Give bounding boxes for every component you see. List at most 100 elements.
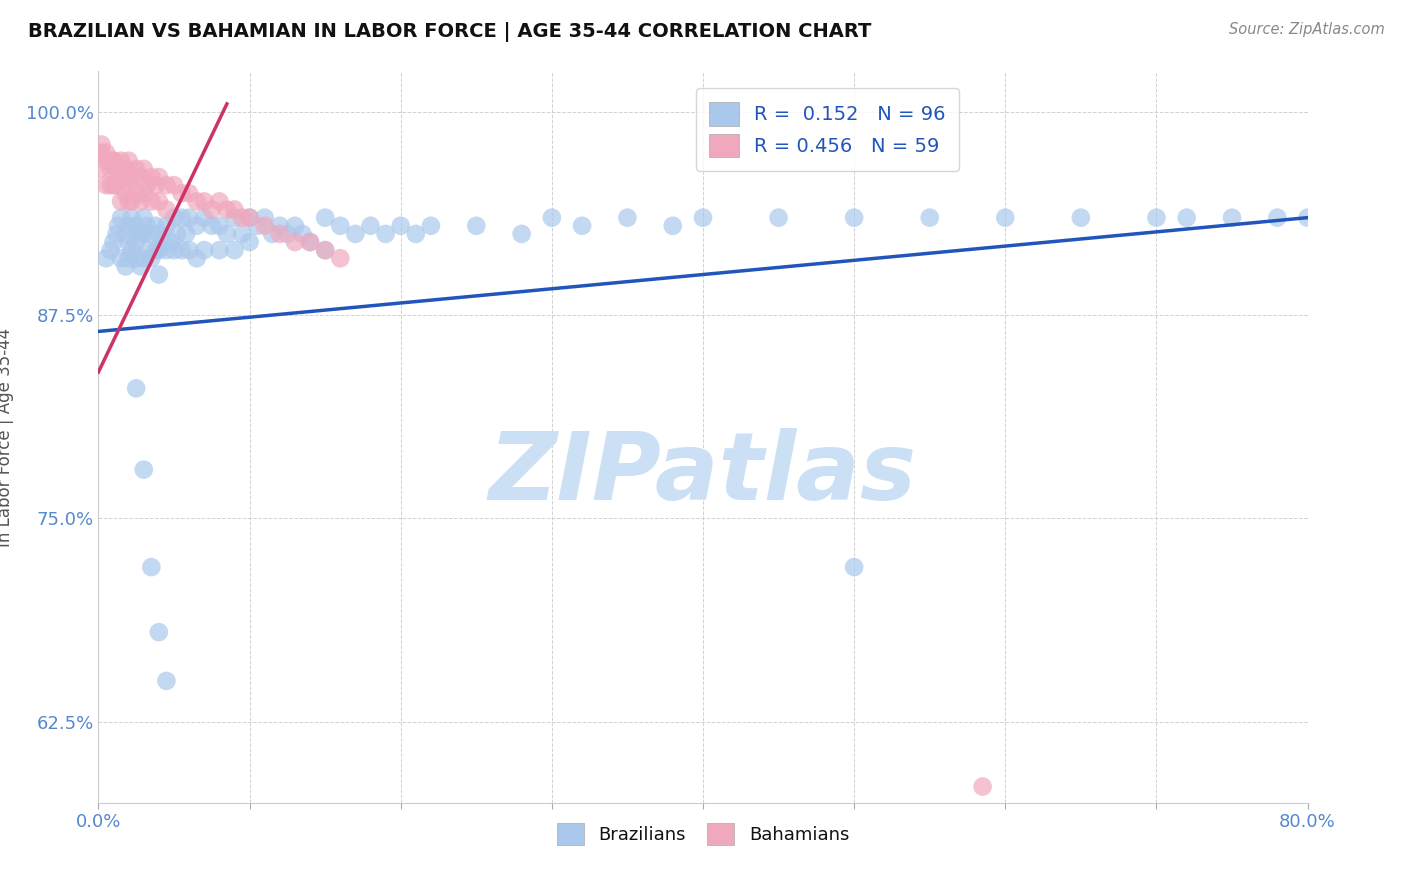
Point [193, 211, 215, 225]
Point [100, 243, 122, 257]
Point [148, 625, 170, 640]
Point [314, 211, 336, 225]
Point [148, 243, 170, 257]
Point [224, 211, 246, 225]
Point [692, 211, 714, 225]
Point [121, 243, 143, 257]
Point [135, 219, 157, 233]
Point [114, 186, 136, 201]
Point [135, 243, 157, 257]
Point [166, 227, 188, 241]
Point [94, 145, 117, 160]
Point [179, 211, 201, 225]
Point [118, 153, 141, 168]
Point [174, 227, 197, 241]
Point [125, 186, 148, 201]
Point [299, 235, 322, 249]
Point [155, 178, 177, 193]
Point [239, 211, 262, 225]
Point [155, 673, 177, 688]
Point [329, 219, 352, 233]
Point [125, 381, 148, 395]
Point [94, 252, 117, 266]
Point [132, 252, 155, 266]
Point [389, 219, 412, 233]
Point [193, 243, 215, 257]
Point [100, 153, 122, 168]
Point [125, 219, 148, 233]
Point [118, 178, 141, 193]
Point [103, 235, 125, 249]
Point [239, 211, 262, 225]
Point [145, 243, 167, 257]
Text: ZIPatlas: ZIPatlas [489, 427, 917, 520]
Point [540, 211, 562, 225]
Point [90, 145, 112, 160]
Point [105, 161, 128, 176]
Point [114, 227, 136, 241]
Point [145, 178, 167, 193]
Point [141, 194, 163, 209]
Point [100, 161, 122, 176]
Point [121, 169, 143, 184]
Point [160, 235, 183, 249]
Point [239, 235, 262, 249]
Point [918, 211, 941, 225]
Point [114, 169, 136, 184]
Point [148, 194, 170, 209]
Point [179, 243, 201, 257]
Point [262, 227, 284, 241]
Point [329, 252, 352, 266]
Point [90, 161, 112, 176]
Point [179, 186, 201, 201]
Point [141, 560, 163, 574]
Point [374, 227, 396, 241]
Point [110, 153, 132, 168]
Point [208, 243, 231, 257]
Point [100, 178, 122, 193]
Point [186, 219, 208, 233]
Point [107, 219, 129, 233]
Point [94, 153, 117, 168]
Point [163, 243, 186, 257]
Point [125, 235, 148, 249]
Point [768, 211, 790, 225]
Point [1175, 211, 1198, 225]
Point [148, 227, 170, 241]
Point [314, 243, 336, 257]
Point [201, 202, 224, 217]
Point [231, 227, 253, 241]
Point [141, 227, 163, 241]
Point [150, 235, 173, 249]
Point [1296, 211, 1319, 225]
Point [141, 252, 163, 266]
Point [1220, 211, 1243, 225]
Point [420, 219, 443, 233]
Point [105, 178, 128, 193]
Point [994, 211, 1017, 225]
Point [844, 211, 866, 225]
Legend: Brazilians, Bahamians: Brazilians, Bahamians [550, 816, 856, 852]
Point [110, 194, 132, 209]
Point [110, 161, 132, 176]
Point [246, 219, 269, 233]
Point [141, 169, 163, 184]
Point [163, 211, 186, 225]
Point [208, 194, 231, 209]
Point [118, 194, 141, 209]
Point [405, 227, 427, 241]
Point [314, 243, 336, 257]
Point [284, 219, 307, 233]
Point [291, 227, 314, 241]
Point [170, 211, 193, 225]
Text: Source: ZipAtlas.com: Source: ZipAtlas.com [1229, 22, 1385, 37]
Point [465, 219, 488, 233]
Point [103, 153, 125, 168]
Point [186, 252, 208, 266]
Point [132, 462, 155, 476]
Point [155, 202, 177, 217]
Point [105, 227, 128, 241]
Point [253, 219, 276, 233]
Point [201, 219, 224, 233]
Point [276, 227, 298, 241]
